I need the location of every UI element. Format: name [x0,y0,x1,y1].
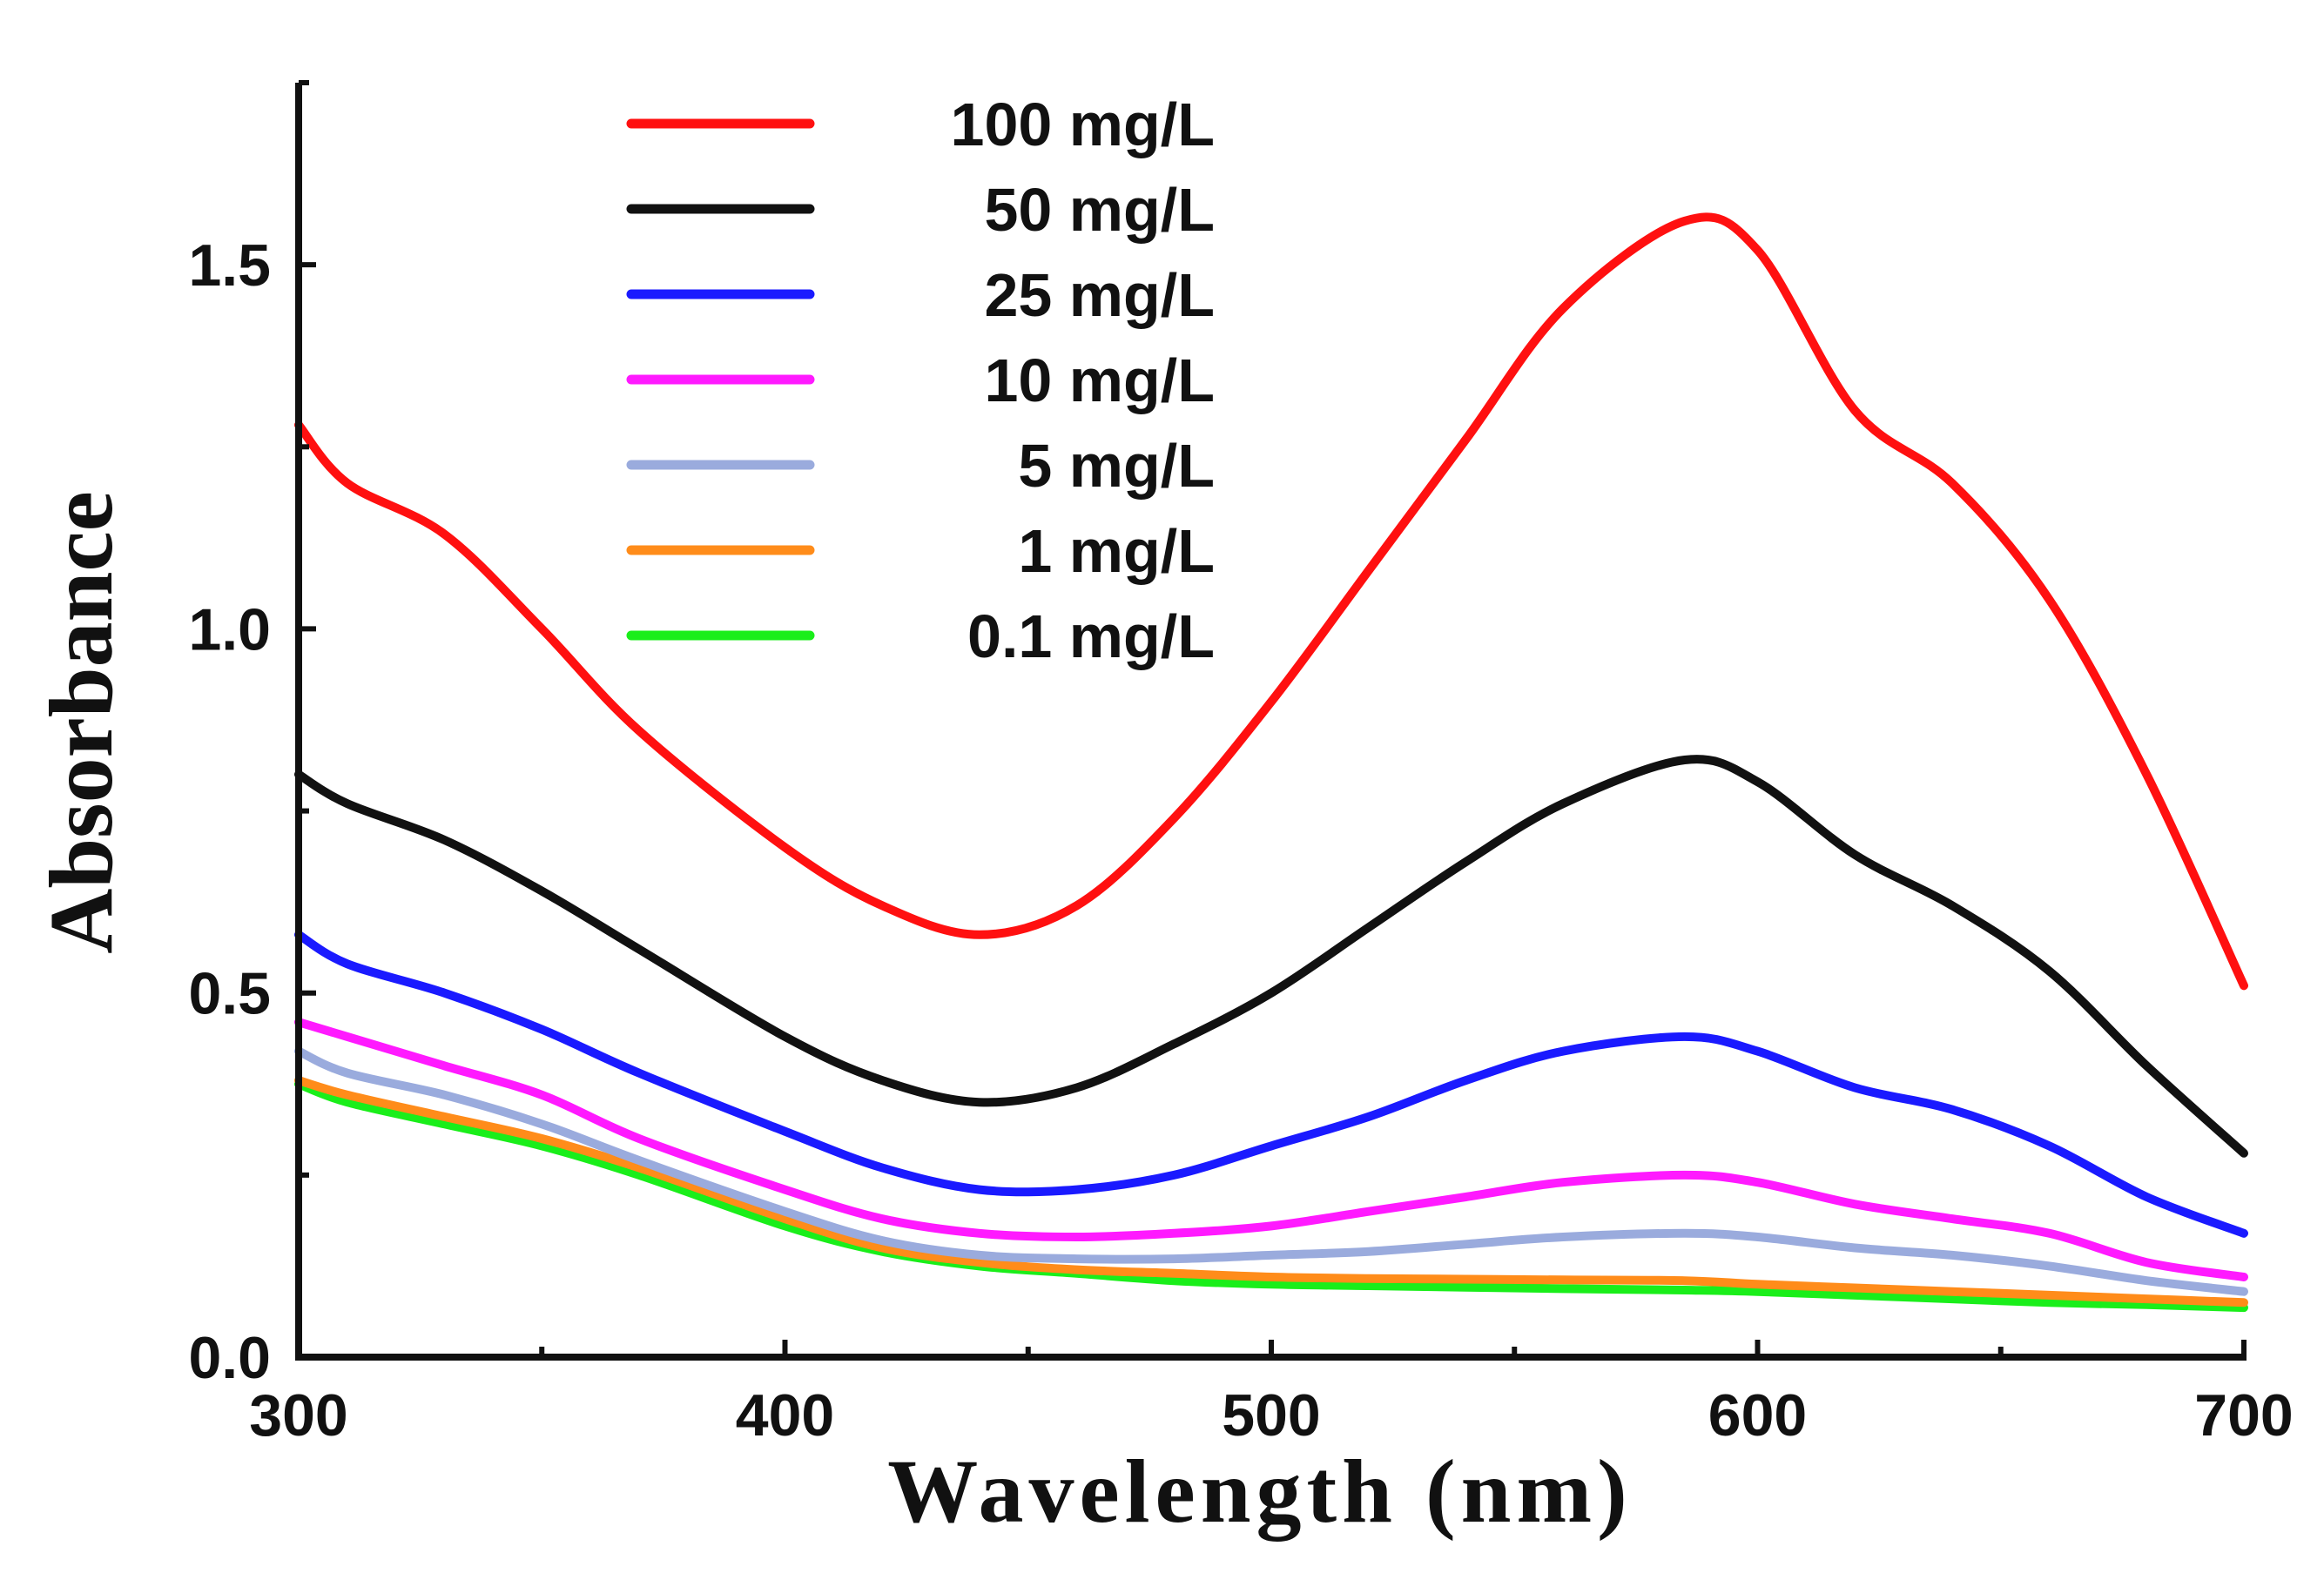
series-layer [294,212,2248,1313]
axes-layer [295,83,2247,1361]
x-axis-title: Wavelength (nm) [887,1442,1633,1542]
series-line-3 [294,1018,2248,1281]
x-tick-label: 700 [2194,1382,2293,1449]
y-tick-label: 0.5 [188,961,271,1027]
legend-label-2: 25 mg/L [984,261,1215,329]
series-line-6 [294,1079,2248,1313]
y-tick-label: 1.0 [188,596,271,662]
legend-label-3: 10 mg/L [984,346,1215,414]
series-line-1 [294,755,2248,1158]
series-line-0 [294,212,2248,991]
legend-label-1: 50 mg/L [984,176,1215,244]
series-line-2 [294,930,2248,1238]
x-tick-label: 500 [1222,1382,1320,1449]
x-tick-label: 300 [249,1382,347,1449]
series-line-5 [294,1076,2248,1307]
y-tick-label: 1.5 [188,232,271,299]
y-tick-label: 0.0 [188,1325,271,1391]
legend-label-6: 0.1 mg/L [967,602,1215,670]
legend: 100 mg/L 50 mg/L 25 mg/L 10 mg/L 5 mg/L 1 mg/… [626,91,1215,670]
x-tick-label: 600 [1708,1382,1807,1449]
legend-label-4: 5 mg/L [1018,432,1215,500]
series-line-4 [294,1046,2248,1296]
x-tick-label: 400 [736,1382,834,1449]
y-axis-title: Absorbance [31,491,131,954]
legend-label-5: 1 mg/L [1018,517,1215,585]
ticks-layer: 300 400 500 600 700 0.0 0.5 1.0 1.5 [188,80,2294,1449]
legend-label-0: 100 mg/L [951,91,1215,158]
